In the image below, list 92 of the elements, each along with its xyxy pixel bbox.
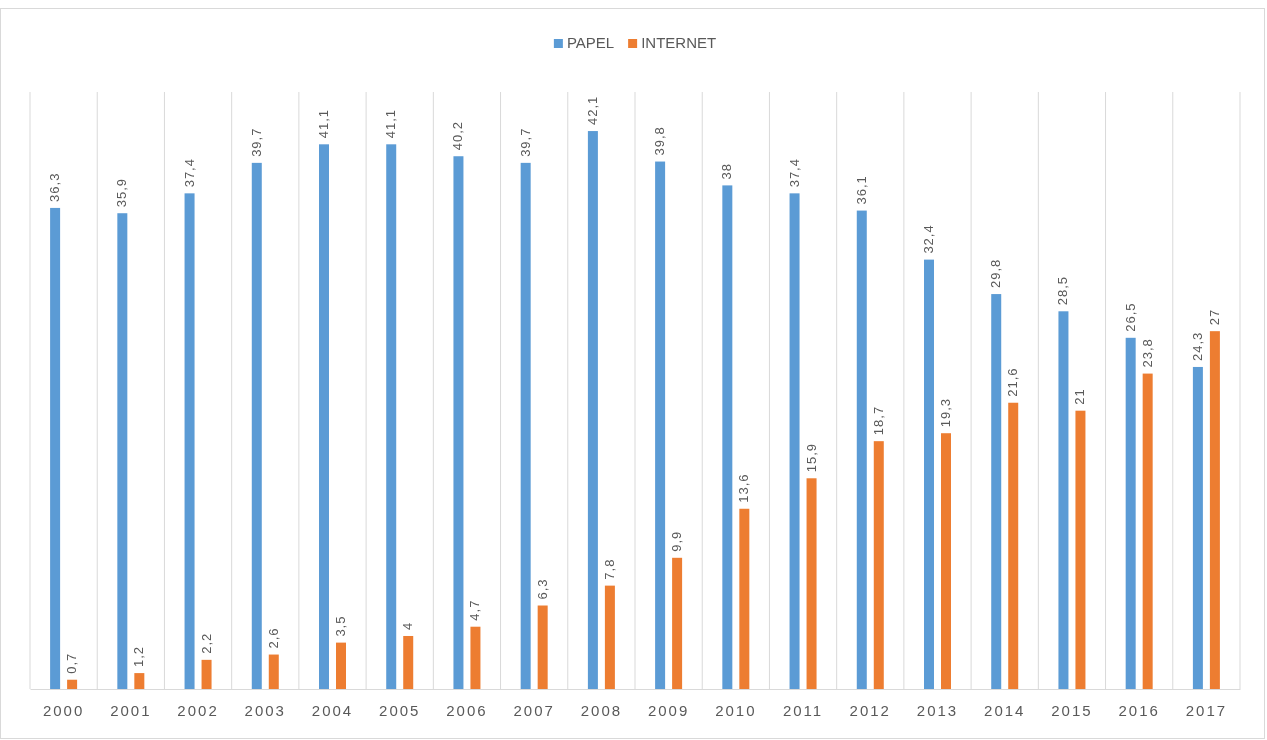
bar [1058, 311, 1069, 689]
bar [403, 635, 414, 689]
x-tick-label: 2012 [849, 701, 891, 719]
bar [789, 193, 800, 689]
data-label: 29,8 [988, 258, 1004, 289]
bar [268, 654, 279, 689]
bar [184, 193, 195, 689]
bar [655, 161, 666, 689]
data-label: 36,1 [853, 175, 869, 205]
data-label: 9,9 [669, 530, 685, 552]
data-label: 39,8 [652, 126, 668, 156]
data-label: 6,3 [534, 578, 550, 600]
data-label: 3,5 [333, 615, 348, 637]
x-tick-label: 2016 [1118, 701, 1160, 719]
data-label: 19,3 [938, 397, 953, 428]
x-tick-label: 2009 [647, 701, 690, 719]
bar [67, 679, 78, 689]
data-label: 37,4 [181, 158, 197, 188]
data-label: 39,7 [248, 127, 264, 157]
x-tick-label: 2010 [715, 701, 757, 719]
data-label: 42,1 [584, 95, 600, 126]
bar [1142, 373, 1153, 689]
bar [587, 131, 598, 689]
bar [873, 441, 884, 689]
legend-label: PAPEL [566, 34, 615, 51]
bar [722, 185, 733, 689]
data-label: 32,4 [921, 224, 936, 254]
bar [201, 659, 212, 689]
legend-label: INTERNET [641, 34, 717, 51]
data-label: 2,2 [198, 632, 214, 654]
data-label: 21,6 [1005, 367, 1021, 397]
data-label: 23,8 [1139, 338, 1155, 368]
data-label: 13,6 [736, 473, 752, 503]
bar [117, 213, 128, 689]
x-tick-label: 2000 [42, 701, 85, 719]
bar [537, 605, 548, 689]
bar [386, 144, 397, 689]
bar [1075, 410, 1086, 689]
bar [991, 294, 1002, 689]
bar [941, 433, 951, 689]
bar [1125, 337, 1136, 689]
x-tick-label: 2015 [1051, 701, 1093, 719]
x-tick-label: 2001 [110, 701, 152, 719]
x-tick-label: 2003 [244, 701, 286, 719]
data-label: 4,7 [467, 599, 483, 621]
x-tick-label: 2011 [782, 701, 824, 719]
data-label: 0,7 [64, 652, 80, 674]
data-label: 38 [719, 162, 735, 180]
bar [672, 557, 683, 689]
bar [470, 626, 481, 689]
x-tick-label: 2017 [1185, 701, 1228, 719]
data-label: 24,3 [1189, 331, 1205, 361]
bar [604, 585, 615, 689]
data-label: 4 [400, 621, 416, 630]
data-label: 26,5 [1122, 302, 1138, 332]
bar [806, 478, 817, 689]
data-label: 27 [1206, 308, 1222, 326]
bar [924, 259, 934, 689]
data-label: 40,2 [450, 120, 466, 151]
x-tick-label: 2004 [311, 701, 354, 719]
data-label: 37,4 [786, 158, 802, 188]
data-label: 36,3 [47, 172, 63, 202]
x-tick-label: 2005 [379, 701, 421, 719]
data-label: 15,9 [803, 442, 819, 473]
bar [739, 508, 750, 689]
data-label: 2,6 [265, 627, 281, 649]
bar [856, 210, 867, 689]
data-label: 18,7 [870, 405, 886, 436]
bar [134, 673, 145, 689]
x-tick-label: 2006 [446, 701, 488, 719]
data-label: 41,1 [383, 109, 399, 139]
data-label: 35,9 [114, 177, 130, 208]
bar [520, 162, 531, 689]
x-tick-label: 2002 [177, 701, 219, 719]
x-tick-label: 2014 [984, 701, 1026, 719]
bar [336, 642, 346, 689]
bar [251, 162, 262, 689]
data-label: 1,2 [131, 646, 147, 668]
bar [50, 207, 61, 689]
data-label: 7,8 [601, 558, 617, 580]
bar [1209, 331, 1220, 689]
x-tick-label: 2013 [916, 701, 959, 719]
data-label: 21 [1072, 388, 1088, 405]
x-tick-label: 2008 [580, 701, 623, 719]
x-tick-label: 2007 [513, 701, 555, 719]
data-label: 39,7 [517, 127, 533, 157]
bar [453, 156, 464, 689]
bar [319, 144, 329, 689]
bar [1008, 402, 1019, 689]
data-label: 41,1 [316, 109, 331, 139]
bar [1192, 366, 1203, 689]
data-label: 28,5 [1055, 275, 1071, 306]
